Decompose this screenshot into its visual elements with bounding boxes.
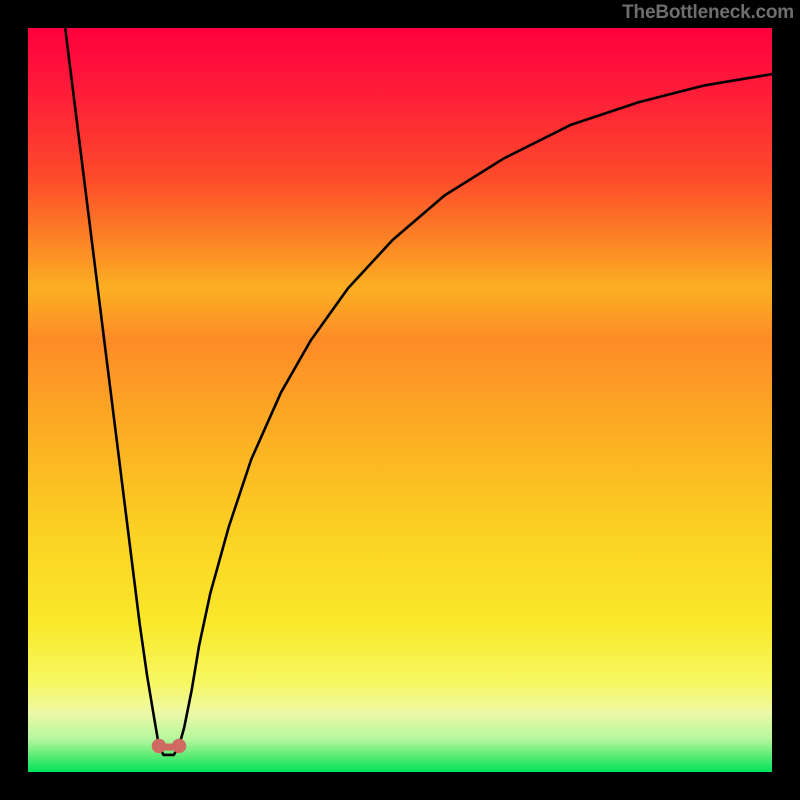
watermark-text: TheBottleneck.com — [622, 2, 794, 24]
marker-point — [172, 739, 186, 753]
plot-area — [28, 28, 772, 772]
marker-group — [152, 739, 186, 753]
bottleneck-curve — [65, 28, 772, 755]
chart-container: TheBottleneck.com — [0, 0, 800, 800]
marker-point — [152, 739, 166, 753]
chart-svg — [28, 28, 772, 772]
